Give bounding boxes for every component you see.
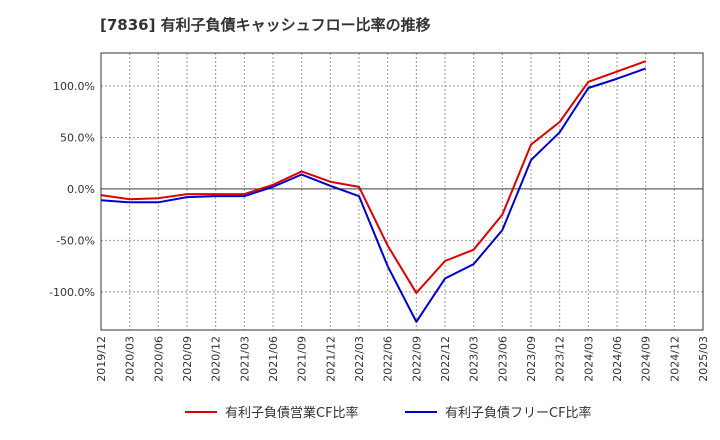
- series-layer: [100, 60, 647, 323]
- x-tick-label: 2024/12: [668, 336, 681, 382]
- x-axis-ticks: 2019/12 2020/03 2020/06 2020/09 2020/12 2021/…: [95, 336, 710, 382]
- x-tick-label: 2021/12: [324, 336, 337, 382]
- x-tick-label: 2023/12: [554, 336, 567, 382]
- x-tick-label: 2022/03: [353, 336, 366, 382]
- x-tick-label: 2023/03: [468, 336, 481, 382]
- x-tick-label: 2021/03: [238, 336, 251, 382]
- series-line-1: [100, 60, 647, 294]
- x-tick-label: 2022/06: [382, 336, 395, 382]
- x-tick-label: 2025/03: [697, 336, 710, 382]
- legend-label-1: 有利子負債営業CF比率: [225, 405, 359, 421]
- x-tick-label: 2021/06: [267, 336, 280, 382]
- x-tick-label: 2020/09: [181, 336, 194, 382]
- legend: 有利子負債営業CF比率 有利子負債フリーCF比率: [185, 405, 592, 421]
- x-tick-label: 2021/09: [296, 336, 309, 382]
- x-tick-label: 2020/03: [124, 336, 137, 382]
- y-tick-label: -100.0%: [49, 286, 95, 299]
- legend-label-2: 有利子負債フリーCF比率: [445, 405, 592, 421]
- x-tick-label: 2023/06: [496, 336, 509, 382]
- x-tick-label: 2024/09: [640, 336, 653, 382]
- x-tick-label: 2022/12: [439, 336, 452, 382]
- x-tick-label: 2024/06: [611, 336, 624, 382]
- series-line-2: [100, 67, 647, 323]
- y-tick-label: -50.0%: [56, 234, 95, 247]
- y-tick-label: 50.0%: [60, 131, 95, 144]
- x-tick-label: 2023/09: [525, 336, 538, 382]
- plot-frame: [100, 52, 704, 331]
- x-tick-label: 2024/03: [582, 336, 595, 382]
- x-tick-label: 2020/12: [210, 336, 223, 382]
- y-axis-ticks: 100.0% 50.0% 0.0% -50.0% -100.0%: [49, 80, 95, 299]
- y-tick-label: 0.0%: [67, 183, 95, 196]
- x-tick-label: 2022/09: [410, 336, 423, 382]
- plot-background: [101, 53, 703, 330]
- x-tick-label: 2020/06: [152, 336, 165, 382]
- chart-title: [7836] 有利子負債キャッシュフロー比率の推移: [100, 16, 431, 34]
- y-tick-label: 100.0%: [53, 80, 95, 93]
- x-tick-label: 2019/12: [95, 336, 108, 382]
